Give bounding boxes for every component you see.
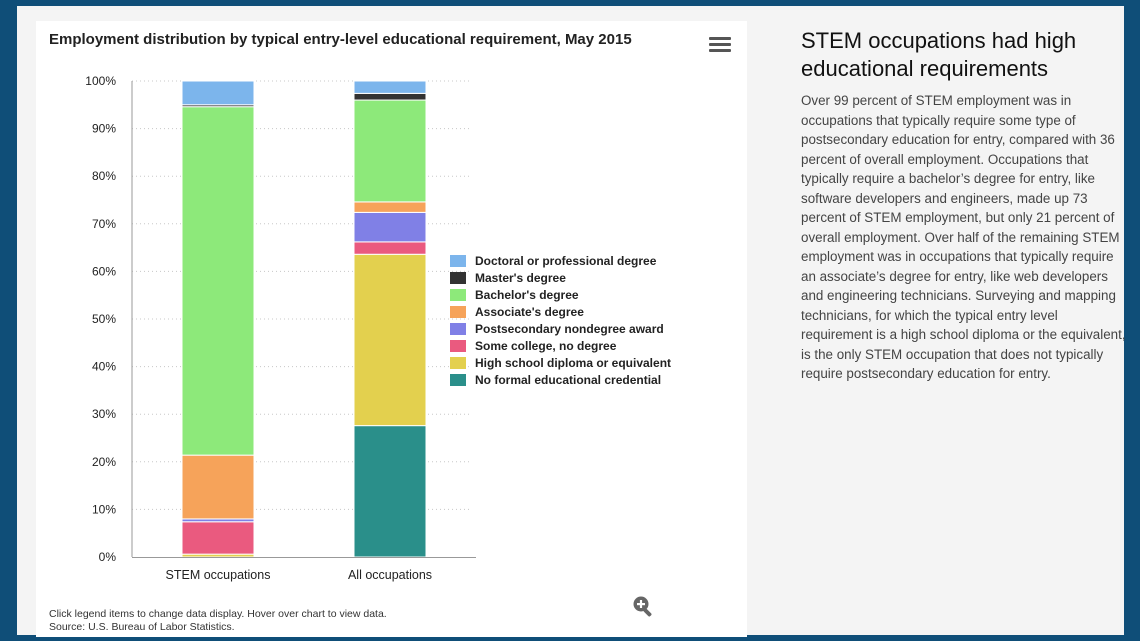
legend-swatch xyxy=(450,339,466,352)
bar-segment[interactable] xyxy=(181,454,255,520)
hamburger-menu-icon xyxy=(709,37,731,40)
legend-swatch xyxy=(450,322,466,335)
side-heading: STEM occupations had high educational re… xyxy=(801,28,1077,81)
side-panel: STEM occupations had high educational re… xyxy=(801,27,1126,384)
side-body-text: Over 99 percent of STEM employment was i… xyxy=(801,93,1126,381)
y-tick-label: 80% xyxy=(92,169,116,183)
y-tick-label: 70% xyxy=(92,217,116,231)
y-tick-label: 40% xyxy=(92,360,116,374)
bar-segment[interactable] xyxy=(181,521,255,555)
y-tick-label: 60% xyxy=(92,264,116,278)
legend-item[interactable]: Postsecondary nondegree award xyxy=(450,320,671,337)
zoom-in-icon[interactable] xyxy=(631,594,655,618)
y-tick-label: 90% xyxy=(92,122,116,136)
bar-segment[interactable] xyxy=(353,80,427,94)
y-tick-label: 0% xyxy=(99,550,117,564)
legend-item[interactable]: Master's degree xyxy=(450,269,671,286)
chart-plot: 0% 10% 20% 30% 40% 50% 60% 70% 80% 90% 100% STEM oc… xyxy=(85,74,476,582)
bar-segment[interactable] xyxy=(181,80,255,106)
legend-label: Doctoral or professional degree xyxy=(475,253,657,268)
legend-item[interactable]: Some college, no degree xyxy=(450,337,671,354)
legend-item[interactable]: Doctoral or professional degree xyxy=(450,252,671,269)
bar-segment[interactable] xyxy=(353,201,427,213)
y-tick-label: 30% xyxy=(92,407,116,421)
legend-label: Master's degree xyxy=(475,270,566,285)
legend-label: Bachelor's degree xyxy=(475,287,579,302)
bar-segment[interactable] xyxy=(353,425,427,558)
legend-item[interactable]: Associate's degree xyxy=(450,303,671,320)
y-tick-label: 100% xyxy=(85,74,116,88)
legend-swatch xyxy=(450,288,466,301)
footnote-source: Source: U.S. Bureau of Labor Statistics. xyxy=(49,621,235,633)
legend-item[interactable]: High school diploma or equivalent xyxy=(450,354,671,371)
legend-label: High school diploma or equivalent xyxy=(475,355,672,370)
legend-swatch xyxy=(450,305,466,318)
bar-segment[interactable] xyxy=(353,92,427,101)
y-tick-label: 20% xyxy=(92,455,116,469)
bar-segment[interactable] xyxy=(181,106,255,456)
chart-panel: Employment distribution by typical entry… xyxy=(36,21,747,637)
y-tick-label: 10% xyxy=(92,502,116,516)
chart-legend: Doctoral or professional degree Master's … xyxy=(450,252,671,388)
chart-footnote: Click legend items to change data displa… xyxy=(49,608,387,634)
legend-swatch xyxy=(450,373,466,386)
bar-segment[interactable] xyxy=(353,253,427,427)
legend-item[interactable]: No formal educational credential xyxy=(450,371,671,388)
bar-segment[interactable] xyxy=(353,211,427,243)
legend-label: Associate's degree xyxy=(475,304,584,319)
bar-segment[interactable] xyxy=(353,99,427,203)
x-category-label: STEM occupations xyxy=(166,568,271,582)
legend-item[interactable]: Bachelor's degree xyxy=(450,286,671,303)
legend-swatch xyxy=(450,356,466,369)
x-category-label: All occupations xyxy=(348,568,432,582)
legend-label: No formal educational credential xyxy=(475,372,662,387)
footnote-instructions: Click legend items to change data displa… xyxy=(49,608,387,620)
chart-menu-button[interactable] xyxy=(709,37,731,55)
bar-segment[interactable] xyxy=(353,241,427,255)
chart-title: Employment distribution by typical entry… xyxy=(49,31,632,48)
legend-swatch xyxy=(450,254,466,267)
legend-label: Postsecondary nondegree award xyxy=(475,321,664,336)
legend-label: Some college, no degree xyxy=(475,338,617,353)
legend-swatch xyxy=(450,271,466,284)
y-tick-label: 50% xyxy=(92,312,116,326)
